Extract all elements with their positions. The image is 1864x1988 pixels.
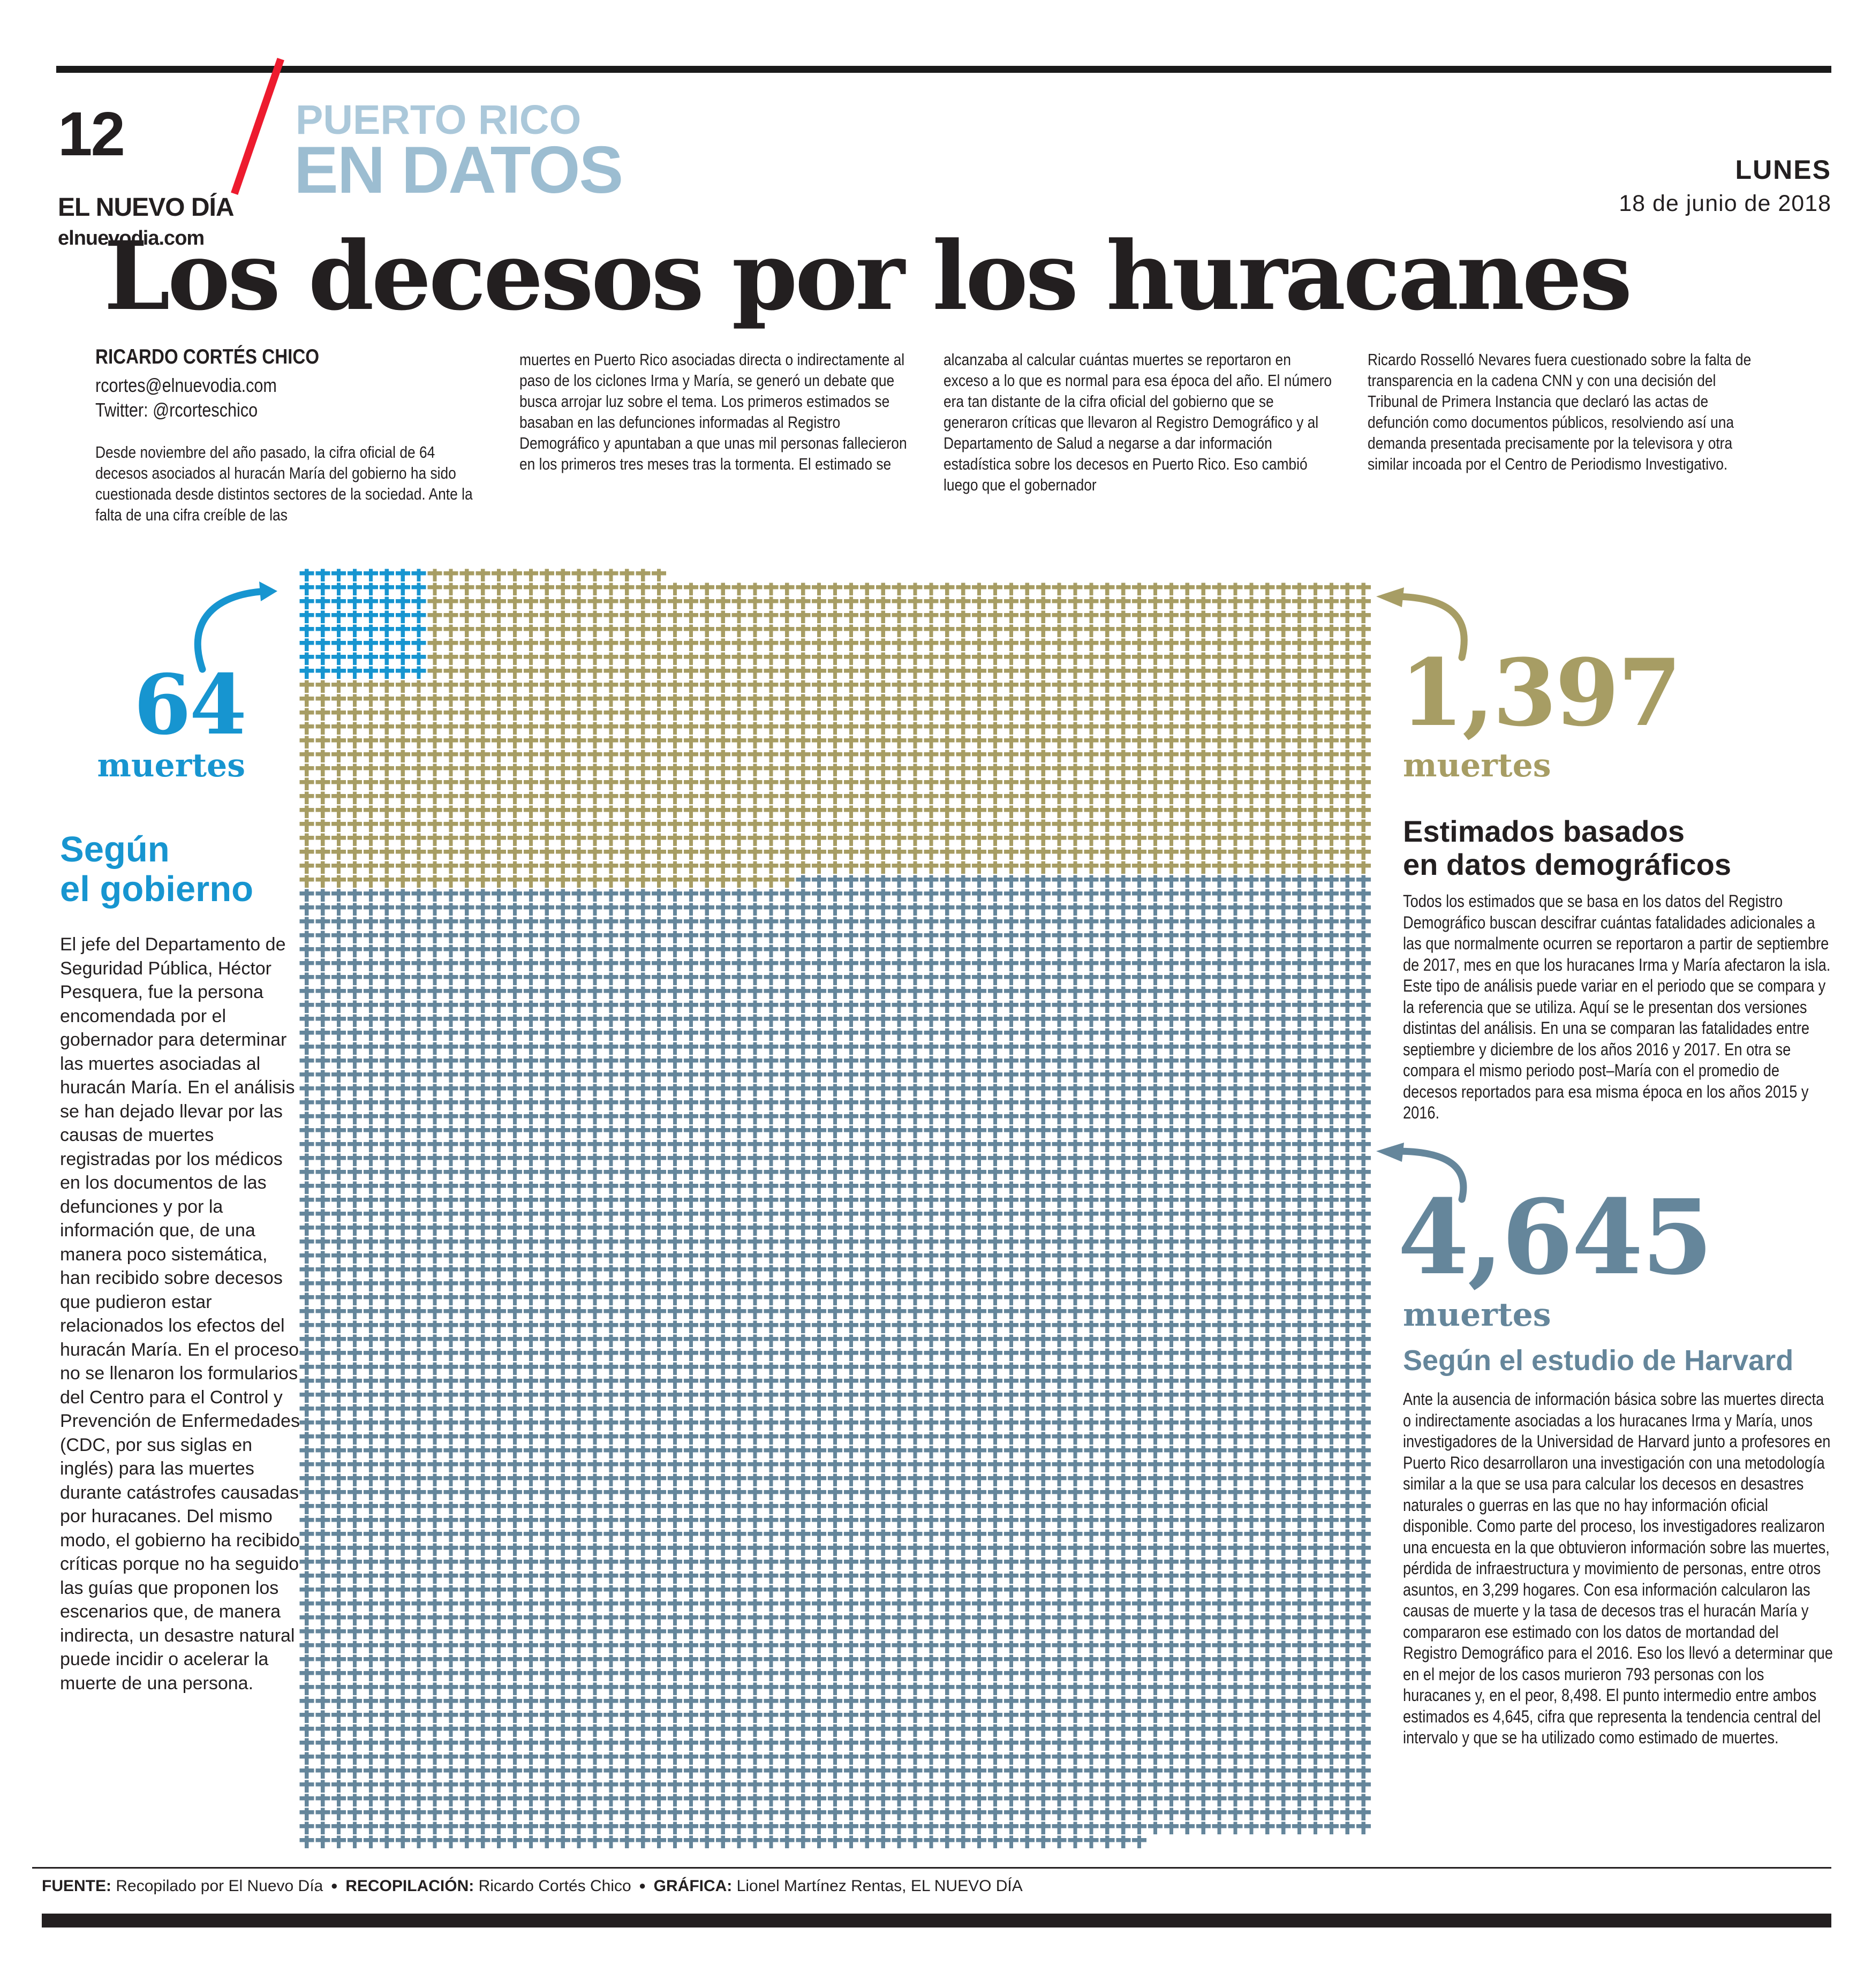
page-number: 12 xyxy=(58,99,125,169)
intro-column-3: alcanzaba al calcular cuántas muertes se… xyxy=(944,349,1339,495)
newspaper-website: elnuevodia.com xyxy=(58,227,205,250)
harvard-body: Ante la ausencia de información básica s… xyxy=(1403,1389,1833,1747)
footer-source: Recopilado por El Nuevo Día xyxy=(116,1877,323,1895)
byline-twitter: Twitter: @rcorteschico xyxy=(95,399,258,421)
government-body: El jefe del Departamento de Seguridad Pú… xyxy=(60,934,300,1694)
footer-bullet-icon: ● xyxy=(639,1879,646,1892)
footer-rule xyxy=(32,1867,1831,1869)
page-title: Los decesos por los huracanes xyxy=(104,221,1632,331)
section-kicker-line2: EN DATOS xyxy=(294,133,623,207)
newspaper-brand: EL NUEVO DÍA xyxy=(58,193,234,222)
dateline-day: LUNES xyxy=(1735,155,1831,185)
government-heading: Según el gobierno xyxy=(60,830,253,909)
harvard-count: 4,645 xyxy=(1398,1177,1713,1298)
byline: RICARDO CORTÉS CHICO rcortes@elnuevodia.… xyxy=(95,345,490,422)
section-kicker-line1: PUERTO RICO xyxy=(296,97,582,143)
demographic-count-label: muertes xyxy=(1403,747,1551,784)
harvard-count-label: muertes xyxy=(1403,1296,1551,1334)
dateline-date: 18 de junio de 2018 xyxy=(1619,191,1831,216)
intro-column-2: muertes en Puerto Rico asociadas directa… xyxy=(519,349,915,474)
government-count: 64 xyxy=(133,656,247,753)
intro-paragraph-4: Ricardo Rosselló Nevares fuera cuestiona… xyxy=(1368,350,1752,473)
demographic-body: Todos los estimados que se basa en los d… xyxy=(1403,891,1831,1122)
byline-author: RICARDO CORTÉS CHICO xyxy=(95,345,320,368)
footer-compilation: Ricardo Cortés Chico xyxy=(478,1877,631,1895)
intro-paragraph-2: muertes en Puerto Rico asociadas directa… xyxy=(519,350,907,473)
intro-column-1: RICARDO CORTÉS CHICO rcortes@elnuevodia.… xyxy=(95,345,490,525)
government-heading-line1: Según xyxy=(60,829,170,870)
footer-credits: FUENTE: Recopilado por El Nuevo Día ● RE… xyxy=(42,1877,1023,1895)
pictogram-series-2 xyxy=(299,875,1371,1848)
dateline: LUNES 18 de junio de 2018 xyxy=(1619,154,1831,217)
government-heading-line2: el gobierno xyxy=(60,869,254,909)
arrow-to-government-icon xyxy=(194,581,277,673)
deaths-pictogram xyxy=(299,569,1371,1848)
intro-paragraph-1: Desde noviembre del año pasado, la cifra… xyxy=(95,443,473,524)
byline-email: rcortes@elnuevodia.com xyxy=(95,374,277,396)
government-count-label: muertes xyxy=(97,747,245,784)
pictogram-series-0 xyxy=(299,569,426,679)
footer-graphic: Lionel Martínez Rentas, EL NUEVO DÍA xyxy=(736,1877,1023,1895)
footer-compilation-label: RECOPILACIÓN: xyxy=(345,1877,474,1895)
demographic-count: 1,397 xyxy=(1400,638,1682,747)
arrow-to-harvard-icon xyxy=(1376,1143,1467,1203)
harvard-heading: Según el estudio de Harvard xyxy=(1403,1344,1794,1377)
intro-paragraph-3: alcanzaba al calcular cuántas muertes se… xyxy=(944,350,1332,494)
pictogram-series-1 xyxy=(299,569,1371,888)
demographic-heading: Estimados basados en datos demográficos xyxy=(1403,815,1731,881)
arrow-to-demographic-icon xyxy=(1376,587,1468,661)
demographic-heading-line2: en datos demográficos xyxy=(1403,848,1732,881)
footer-bullet-icon: ● xyxy=(330,1879,338,1892)
footer-source-label: FUENTE: xyxy=(42,1877,111,1895)
top-rule xyxy=(56,66,1831,73)
red-slash-icon xyxy=(231,57,284,195)
demographic-heading-line1: Estimados basados xyxy=(1403,814,1685,848)
intro-column-4: Ricardo Rosselló Nevares fuera cuestiona… xyxy=(1368,349,1763,474)
government-figure: 64 muertes xyxy=(58,656,247,784)
footer-graphic-label: GRÁFICA: xyxy=(653,1877,733,1895)
bottom-bar xyxy=(42,1914,1831,1927)
